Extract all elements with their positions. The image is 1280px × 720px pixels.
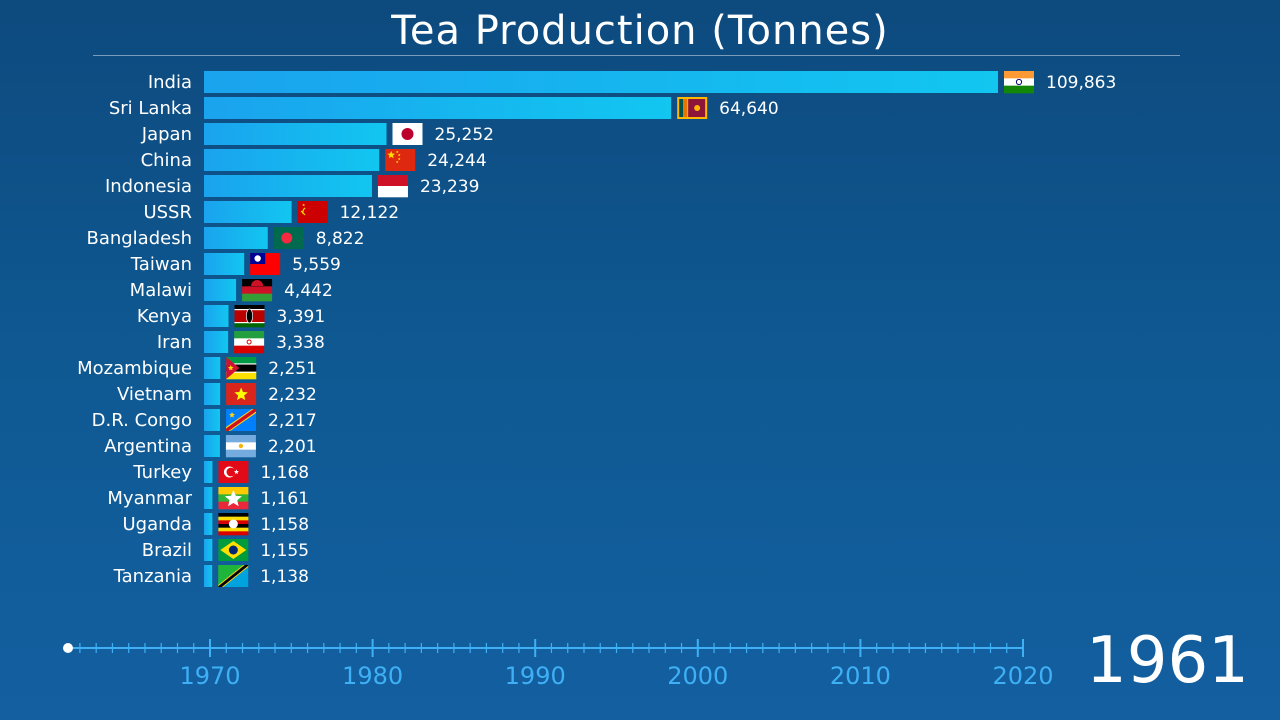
bar — [204, 357, 221, 379]
malawi-flag-icon — [242, 279, 273, 302]
value-label: 1,168 — [260, 463, 309, 483]
category-label: China — [141, 150, 192, 171]
value-label: 12,122 — [340, 203, 399, 223]
category-label: Iran — [157, 332, 192, 353]
bar — [204, 253, 245, 275]
timeline-handle[interactable] — [63, 643, 73, 653]
value-label: 25,252 — [435, 125, 494, 145]
turkey-flag-icon — [218, 461, 249, 483]
iran-flag-icon — [234, 331, 265, 354]
category-label: Sri Lanka — [109, 98, 192, 119]
bar — [204, 539, 213, 561]
china-flag-icon — [385, 149, 416, 171]
category-label: Kenya — [137, 306, 192, 327]
mozambique-flag-icon — [226, 357, 257, 380]
title-divider — [93, 55, 1180, 56]
category-label: Bangladesh — [86, 228, 192, 249]
category-label: Taiwan — [130, 254, 192, 275]
india-flag-icon — [1004, 71, 1034, 94]
bar-chart: India 109,863 Sri Lanka 64,640 Japan 25,252 Ch… — [77, 71, 1116, 587]
timeline-tick-label: 2010 — [830, 662, 891, 690]
value-label: 23,239 — [420, 177, 479, 197]
category-label: D.R. Congo — [92, 410, 192, 431]
value-label: 2,251 — [268, 359, 317, 379]
value-label: 24,244 — [427, 151, 486, 171]
myanmar-flag-icon — [218, 487, 249, 510]
value-label: 4,442 — [284, 281, 333, 301]
argentina-flag-icon — [225, 435, 256, 458]
indonesia-flag-icon — [377, 175, 408, 198]
value-label: 8,822 — [316, 229, 365, 249]
value-label: 5,559 — [292, 255, 341, 275]
bar — [204, 149, 380, 171]
taiwan-flag-icon — [250, 253, 281, 275]
bar — [204, 331, 229, 353]
value-label: 2,217 — [268, 411, 317, 431]
category-label: India — [148, 72, 192, 93]
category-label: Myanmar — [107, 488, 192, 509]
vietnam-flag-icon — [226, 383, 257, 405]
category-label: Uganda — [123, 514, 193, 535]
timeline-tick-label: 2020 — [992, 662, 1053, 690]
value-label: 2,232 — [268, 385, 317, 405]
category-label: Malawi — [130, 280, 192, 301]
category-label: Brazil — [142, 540, 192, 561]
value-label: 1,138 — [260, 567, 309, 587]
category-label: Argentina — [104, 436, 192, 457]
japan-flag-icon — [392, 123, 423, 145]
value-label: 109,863 — [1046, 73, 1116, 93]
uganda-flag-icon — [218, 513, 249, 536]
timeline-tick-label: 1990 — [505, 662, 566, 690]
category-label: USSR — [143, 202, 192, 223]
bar — [204, 513, 213, 535]
tanzania-flag-icon — [218, 565, 249, 587]
value-label: 2,201 — [268, 437, 317, 457]
bar — [204, 227, 268, 249]
category-label: Tanzania — [113, 566, 192, 587]
bar — [204, 383, 221, 405]
bar — [204, 435, 220, 457]
value-label: 64,640 — [719, 99, 778, 119]
chart-title: Tea Production (Tonnes) — [391, 8, 889, 54]
bar — [204, 201, 292, 223]
current-year-display: 1961 — [1086, 624, 1249, 698]
bar — [204, 97, 672, 119]
bar — [204, 175, 372, 197]
sri-lanka-flag-icon — [677, 97, 708, 119]
bar — [204, 409, 221, 431]
bar — [204, 565, 213, 587]
value-label: 3,391 — [277, 307, 326, 327]
category-label: Turkey — [132, 462, 192, 483]
category-label: Vietnam — [117, 384, 192, 405]
bangladesh-flag-icon — [273, 227, 304, 249]
category-label: Indonesia — [105, 176, 192, 197]
bar — [204, 305, 229, 327]
category-label: Japan — [141, 124, 192, 145]
bar — [204, 461, 213, 483]
bar — [204, 279, 237, 301]
dr-congo-flag-icon — [226, 409, 257, 431]
kenya-flag-icon — [234, 305, 265, 328]
timeline-tick-label: 2000 — [667, 662, 728, 690]
bar — [204, 123, 387, 145]
timeline-tick-label: 1980 — [342, 662, 403, 690]
value-label: 3,338 — [276, 333, 325, 353]
ussr-flag-icon — [297, 201, 328, 223]
bar — [204, 71, 998, 93]
brazil-flag-icon — [218, 539, 249, 561]
bar — [204, 487, 213, 509]
value-label: 1,158 — [260, 515, 309, 535]
timeline-tick-label: 1970 — [179, 662, 240, 690]
value-label: 1,155 — [260, 541, 309, 561]
category-label: Mozambique — [77, 358, 192, 379]
value-label: 1,161 — [260, 489, 309, 509]
